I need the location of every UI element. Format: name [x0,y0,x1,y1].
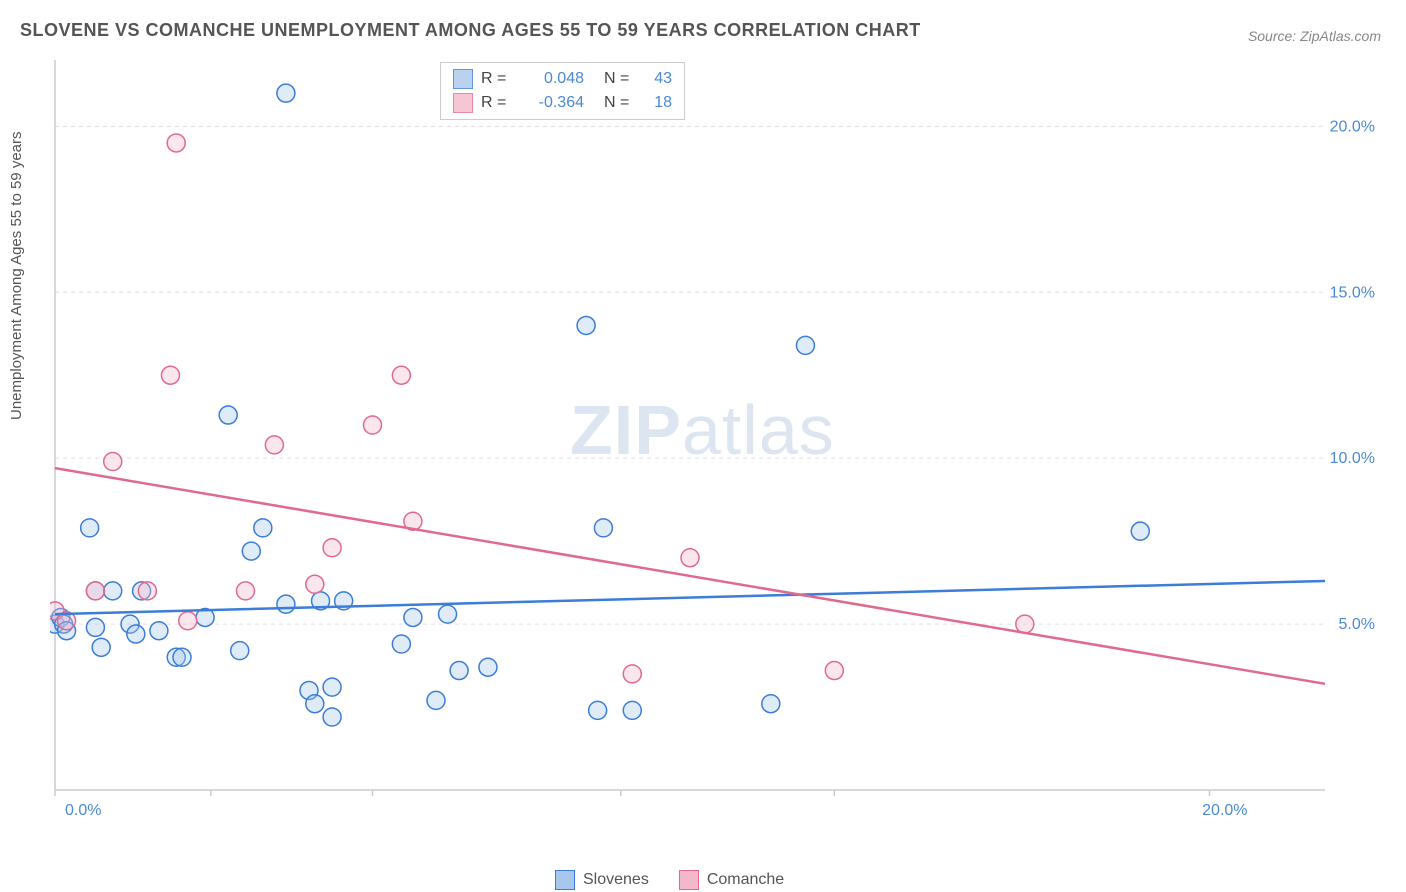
legend-swatch [555,870,575,890]
legend-swatch [679,870,699,890]
source-attribution: Source: ZipAtlas.com [1248,28,1381,44]
r-label: R = [481,67,511,91]
series-legend-item: Comanche [679,870,784,890]
source-name: ZipAtlas.com [1300,28,1381,44]
series-legend: Slovenes Comanche [555,870,784,890]
n-label: N = [604,91,634,115]
legend-swatch [453,93,473,113]
source-prefix: Source: [1248,28,1300,44]
r-value: 0.048 [519,67,584,91]
n-value: 43 [642,67,672,91]
correlation-legend-row: R = -0.364 N = 18 [453,91,672,115]
correlation-legend-row: R = 0.048 N = 43 [453,67,672,91]
svg-text:20.0%: 20.0% [1202,802,1247,819]
svg-text:5.0%: 5.0% [1339,616,1375,633]
svg-text:20.0%: 20.0% [1330,118,1375,135]
scatter-plot: 5.0% 10.0% 15.0% 20.0% 0.0% 20.0% [50,60,1380,830]
n-label: N = [604,67,634,91]
svg-text:0.0%: 0.0% [65,802,101,819]
chart-title: SLOVENE VS COMANCHE UNEMPLOYMENT AMONG A… [20,20,921,41]
chart-area: 5.0% 10.0% 15.0% 20.0% 0.0% 20.0% [50,60,1380,830]
series-name: Slovenes [583,871,649,889]
r-label: R = [481,91,511,115]
series-name: Comanche [707,871,784,889]
series-legend-item: Slovenes [555,870,649,890]
y-axis-label: Unemployment Among Ages 55 to 59 years [8,131,25,420]
n-value: 18 [642,91,672,115]
correlation-legend: R = 0.048 N = 43 R = -0.364 N = 18 [440,62,685,120]
r-value: -0.364 [519,91,584,115]
svg-text:15.0%: 15.0% [1330,284,1375,301]
legend-swatch [453,69,473,89]
svg-text:10.0%: 10.0% [1330,450,1375,467]
